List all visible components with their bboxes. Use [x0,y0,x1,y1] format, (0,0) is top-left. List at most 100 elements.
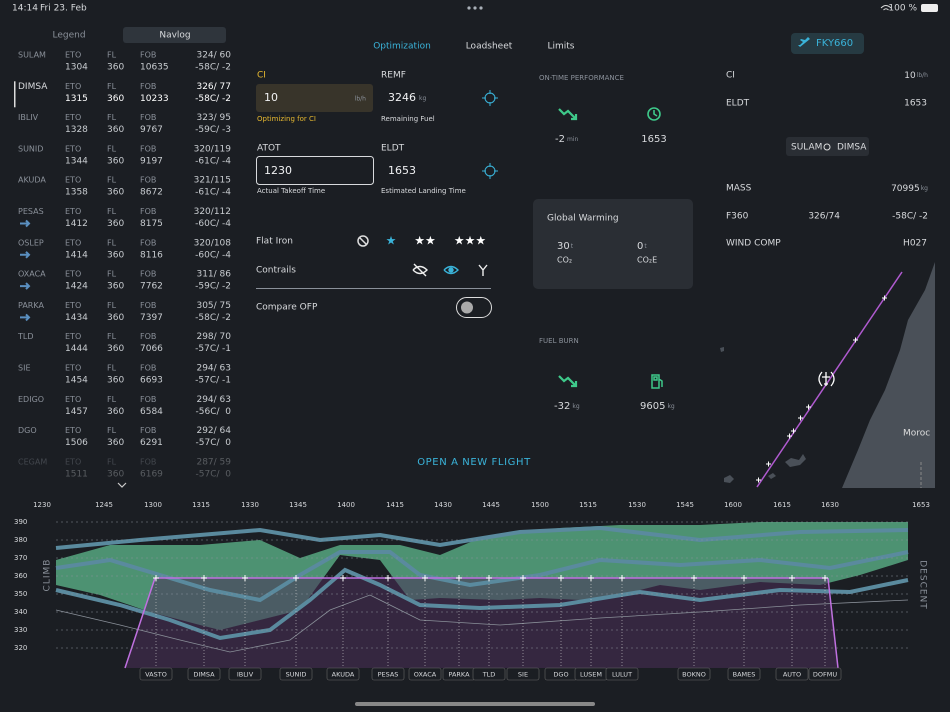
waypoint-label[interactable]: LULUT [612,671,632,679]
waypoint-box[interactable] [408,667,442,681]
waypoint-box[interactable] [279,667,313,681]
waypoint-label[interactable]: LUSEM [580,671,602,679]
navlog-row[interactable]: CEGAM ETO 1511 FL 360 FOB 6169 287/ 59 -57C/ 0 [18,457,231,479]
waypoint-label[interactable]: SUNID [286,671,307,679]
waypoint-box[interactable] [677,667,711,681]
more-dots[interactable] [467,6,483,10]
star-2[interactable]: ★★ [414,234,436,248]
wind-value: 320/112 [194,207,231,217]
navlog-row[interactable]: PESAS ETO 1412 FL 360 FOB 8175 320/112 -60C/ -4 [18,207,231,229]
waypoint-label[interactable]: DOFMU [813,671,837,679]
waypoint-label[interactable]: VASTO [145,671,167,679]
navlog-row[interactable]: TLD ETO 1444 FL 360 FOB 7066 298/ 70 -57C/ -1 [17,332,231,354]
contrails-split[interactable] [478,264,488,276]
route-pill[interactable] [786,137,869,156]
mass-value: 70995 [891,184,920,194]
navlog-row[interactable]: EDIGO ETO 1457 FL 360 FOB 6584 294/ 63 -56C/ 0 [18,395,231,417]
waypoint-box[interactable] [808,667,842,681]
time-tick-label: 1345 [289,501,307,509]
navlog-row[interactable]: DIMSA ETO 1315 FL 360 FOB 10233 326/ 77 -58C/ -2 [14,81,231,108]
navlog-row[interactable]: IBLIV ETO 1328 FL 360 FOB 9767 323/ 95 -59C/ -3 [18,113,231,135]
remf-note: Remaining Fuel [381,115,435,123]
fob-label: FOB [140,457,156,466]
clock-icon [647,107,661,121]
status-battery: 100 % [888,4,917,14]
navlog-row[interactable]: SULAM ETO 1304 FL 360 FOB 10635 324/ 60 -58C/ -2 [18,51,231,73]
waypoint-label[interactable]: BAMES [733,671,756,679]
waypoint-name: DIMSA [18,82,48,92]
fl-label: FL [107,113,117,122]
waypoint-box[interactable] [605,667,639,681]
waypoint-name: PARKA [18,301,44,310]
open-new-flight[interactable]: OPEN A NEW FLIGHT [417,457,531,468]
wind-value: 294/ 63 [196,395,231,405]
waypoint-label[interactable]: PARKA [448,671,470,679]
flat-iron-stars[interactable]: ★ ★★ ★★★ [386,234,487,248]
navlog-row[interactable]: OSLEP ETO 1414 FL 360 FOB 8116 320/108 -60C/ -4 [18,238,231,260]
wind-value: 320/119 [194,144,232,154]
waypoint-box[interactable] [727,667,761,681]
fob-value: 7066 [140,344,163,354]
waypoint-label[interactable]: AKUDA [332,671,355,679]
tab-optimization[interactable]: Optimization [373,42,431,52]
eto-label: ETO [65,51,81,60]
waypoint-name: AKUDA [18,176,46,185]
fob-value: 6693 [140,376,163,386]
temp-value: -57C/ 0 [196,438,232,448]
navlog-row[interactable]: SIE ETO 1454 FL 360 FOB 6693 294/ 63 -57C/ -1 [18,364,231,386]
tab-loadsheet[interactable]: Loadsheet [466,42,513,52]
legend-tab[interactable]: Legend [52,31,85,41]
waypoint-label[interactable]: DGO [553,671,568,679]
home-indicator[interactable] [355,702,595,706]
waypoint-label[interactable]: PESAS [378,671,399,679]
fl-value: 360 [107,438,124,448]
co2-number: 30 [557,241,570,252]
waypoint-name: TLD [17,332,34,341]
fuel-pump-icon [651,374,663,389]
waypoint-box[interactable] [775,667,809,681]
eto-value: 1358 [65,188,88,198]
waypoint-label[interactable]: DIMSA [193,671,215,679]
navlog-row[interactable]: DGO ETO 1506 FL 360 FOB 6291 292/ 64 -57C/ 0 [18,426,231,448]
fob-value: 6584 [140,407,163,417]
waypoint-box[interactable] [506,667,540,681]
waypoint-label[interactable]: SIE [518,671,528,679]
contrails-hide[interactable] [412,263,428,277]
waypoint-label[interactable]: IBLIV [237,671,254,679]
navlog-row[interactable]: SUNID ETO 1344 FL 360 FOB 9197 320/119 -61C/ -4 [18,144,231,166]
waypoint-box[interactable] [472,667,506,681]
map[interactable]: Moroc [720,262,935,488]
waypoint-box[interactable] [228,667,262,681]
navlog-row[interactable]: PARKA ETO 1434 FL 360 FOB 7397 305/ 75 -58C/ -2 [18,301,231,323]
level-wind: 326/74 [808,212,840,222]
waypoint-label[interactable]: OXACA [414,671,437,679]
waypoint-box[interactable] [371,667,405,681]
waypoint-box[interactable] [187,667,221,681]
status-date: Fri 23. Feb [40,4,87,14]
waypoint-label[interactable]: TLD [482,671,496,679]
fl-label: FL [107,270,117,279]
navlog-row[interactable]: AKUDA ETO 1358 FL 360 FOB 8672 321/115 -61C/ -4 [18,176,231,198]
tab-limits[interactable]: Limits [548,42,575,52]
waypoint-label[interactable]: AUTO [783,671,801,679]
waypoint-box[interactable] [139,667,173,681]
star-3[interactable]: ★★★ [454,234,486,248]
contrails-show[interactable] [443,265,459,275]
star-1[interactable]: ★ [386,234,397,248]
navlog-row[interactable]: OXACA ETO 1424 FL 360 FOB 7762 311/ 86 -59C/ -2 [18,270,231,292]
remf-target-icon[interactable] [482,90,498,106]
navlog-tab-bg[interactable] [123,27,226,43]
ci-input[interactable] [256,84,373,112]
co2-label: CO₂ [557,256,572,265]
fob-label: FOB [140,395,156,404]
eto-label: ETO [65,207,81,216]
atot-input[interactable] [256,156,374,185]
waypoint-marker [558,575,564,581]
waypoint-box[interactable] [326,667,360,681]
scroll-chevron[interactable] [117,482,127,488]
navlog-tab[interactable]: Navlog [159,31,190,41]
map-label: Moroc [903,429,930,439]
flat-iron-off[interactable] [357,235,369,247]
eldt-target-icon[interactable] [482,163,498,179]
waypoint-label[interactable]: BOKNO [682,671,706,679]
